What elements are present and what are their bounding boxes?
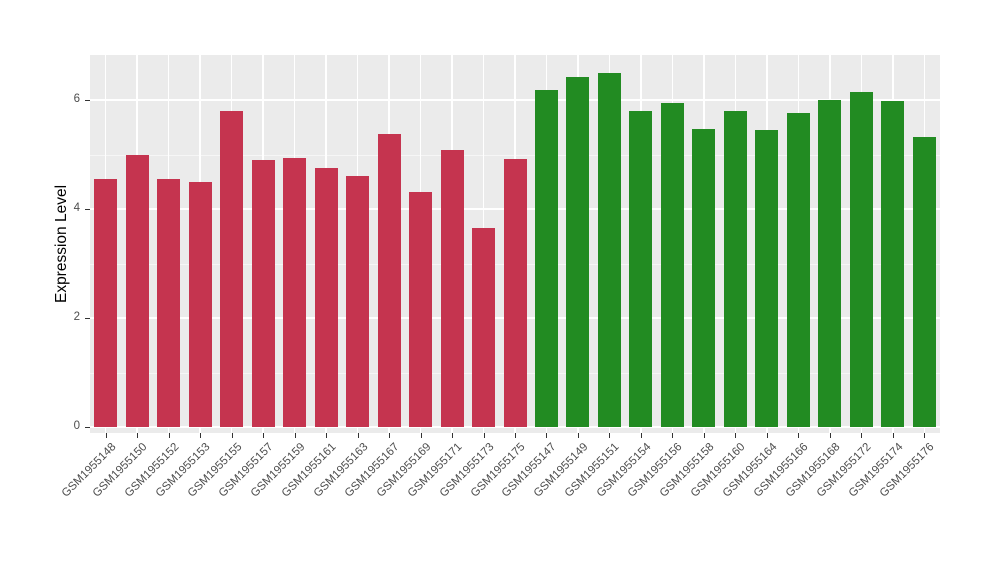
bar [849,91,873,427]
bar [566,77,590,427]
x-axis-tick [672,433,674,438]
x-axis-tick [105,433,107,438]
y-tick-label: 2 [73,311,80,323]
x-axis-tick [452,433,454,438]
x-axis-tick [609,433,611,438]
bar [597,72,621,427]
bar [818,100,842,427]
x-axis-tick [703,433,705,438]
bar [377,134,401,427]
bar [409,191,433,427]
x-axis-tick [389,433,391,438]
x-axis-tick [735,433,737,438]
x-axis-tick [263,433,265,438]
bar [723,110,747,427]
y-tick-label: 6 [73,93,80,105]
x-axis-tick [168,433,170,438]
y-tick-label: 4 [73,202,80,214]
bar [534,90,558,427]
bar [283,158,307,427]
x-axis-tick [861,433,863,438]
y-axis-tick [85,318,90,319]
bar [220,110,244,427]
x-axis-tick [420,433,422,438]
x-axis-tick [294,433,296,438]
bar [755,129,779,427]
bar [94,179,118,427]
x-axis-tick [200,433,202,438]
bar [157,179,181,427]
x-axis-tick [640,433,642,438]
bar [314,168,338,427]
bar [472,228,496,427]
bar [786,112,810,427]
y-axis-tick [85,209,90,210]
x-axis-tick [326,433,328,438]
y-tick-label: 0 [73,420,80,432]
bar [629,110,653,427]
x-axis-tick [546,433,548,438]
x-axis-tick [357,433,359,438]
bar [692,128,716,427]
y-axis-tick [85,427,90,428]
y-axis-tick [85,100,90,101]
x-axis-tick [577,433,579,438]
x-axis-tick [924,433,926,438]
x-axis-tick [231,433,233,438]
bar [188,181,212,427]
x-tick-label: GSM1955148 [59,441,119,500]
x-axis-tick [515,433,516,438]
x-axis-tick [766,433,768,438]
bar [440,150,464,427]
x-axis-tick [798,433,800,438]
plot-panel [90,55,940,433]
x-axis-tick [483,433,485,438]
x-axis-tick [892,433,894,438]
bar [251,159,275,427]
x-axis-tick [137,433,139,438]
bar [881,101,905,427]
bar [125,154,149,427]
bar [346,176,370,427]
bar [503,158,527,427]
bar [660,102,684,427]
bar [912,136,936,427]
x-axis-tick [829,433,831,438]
